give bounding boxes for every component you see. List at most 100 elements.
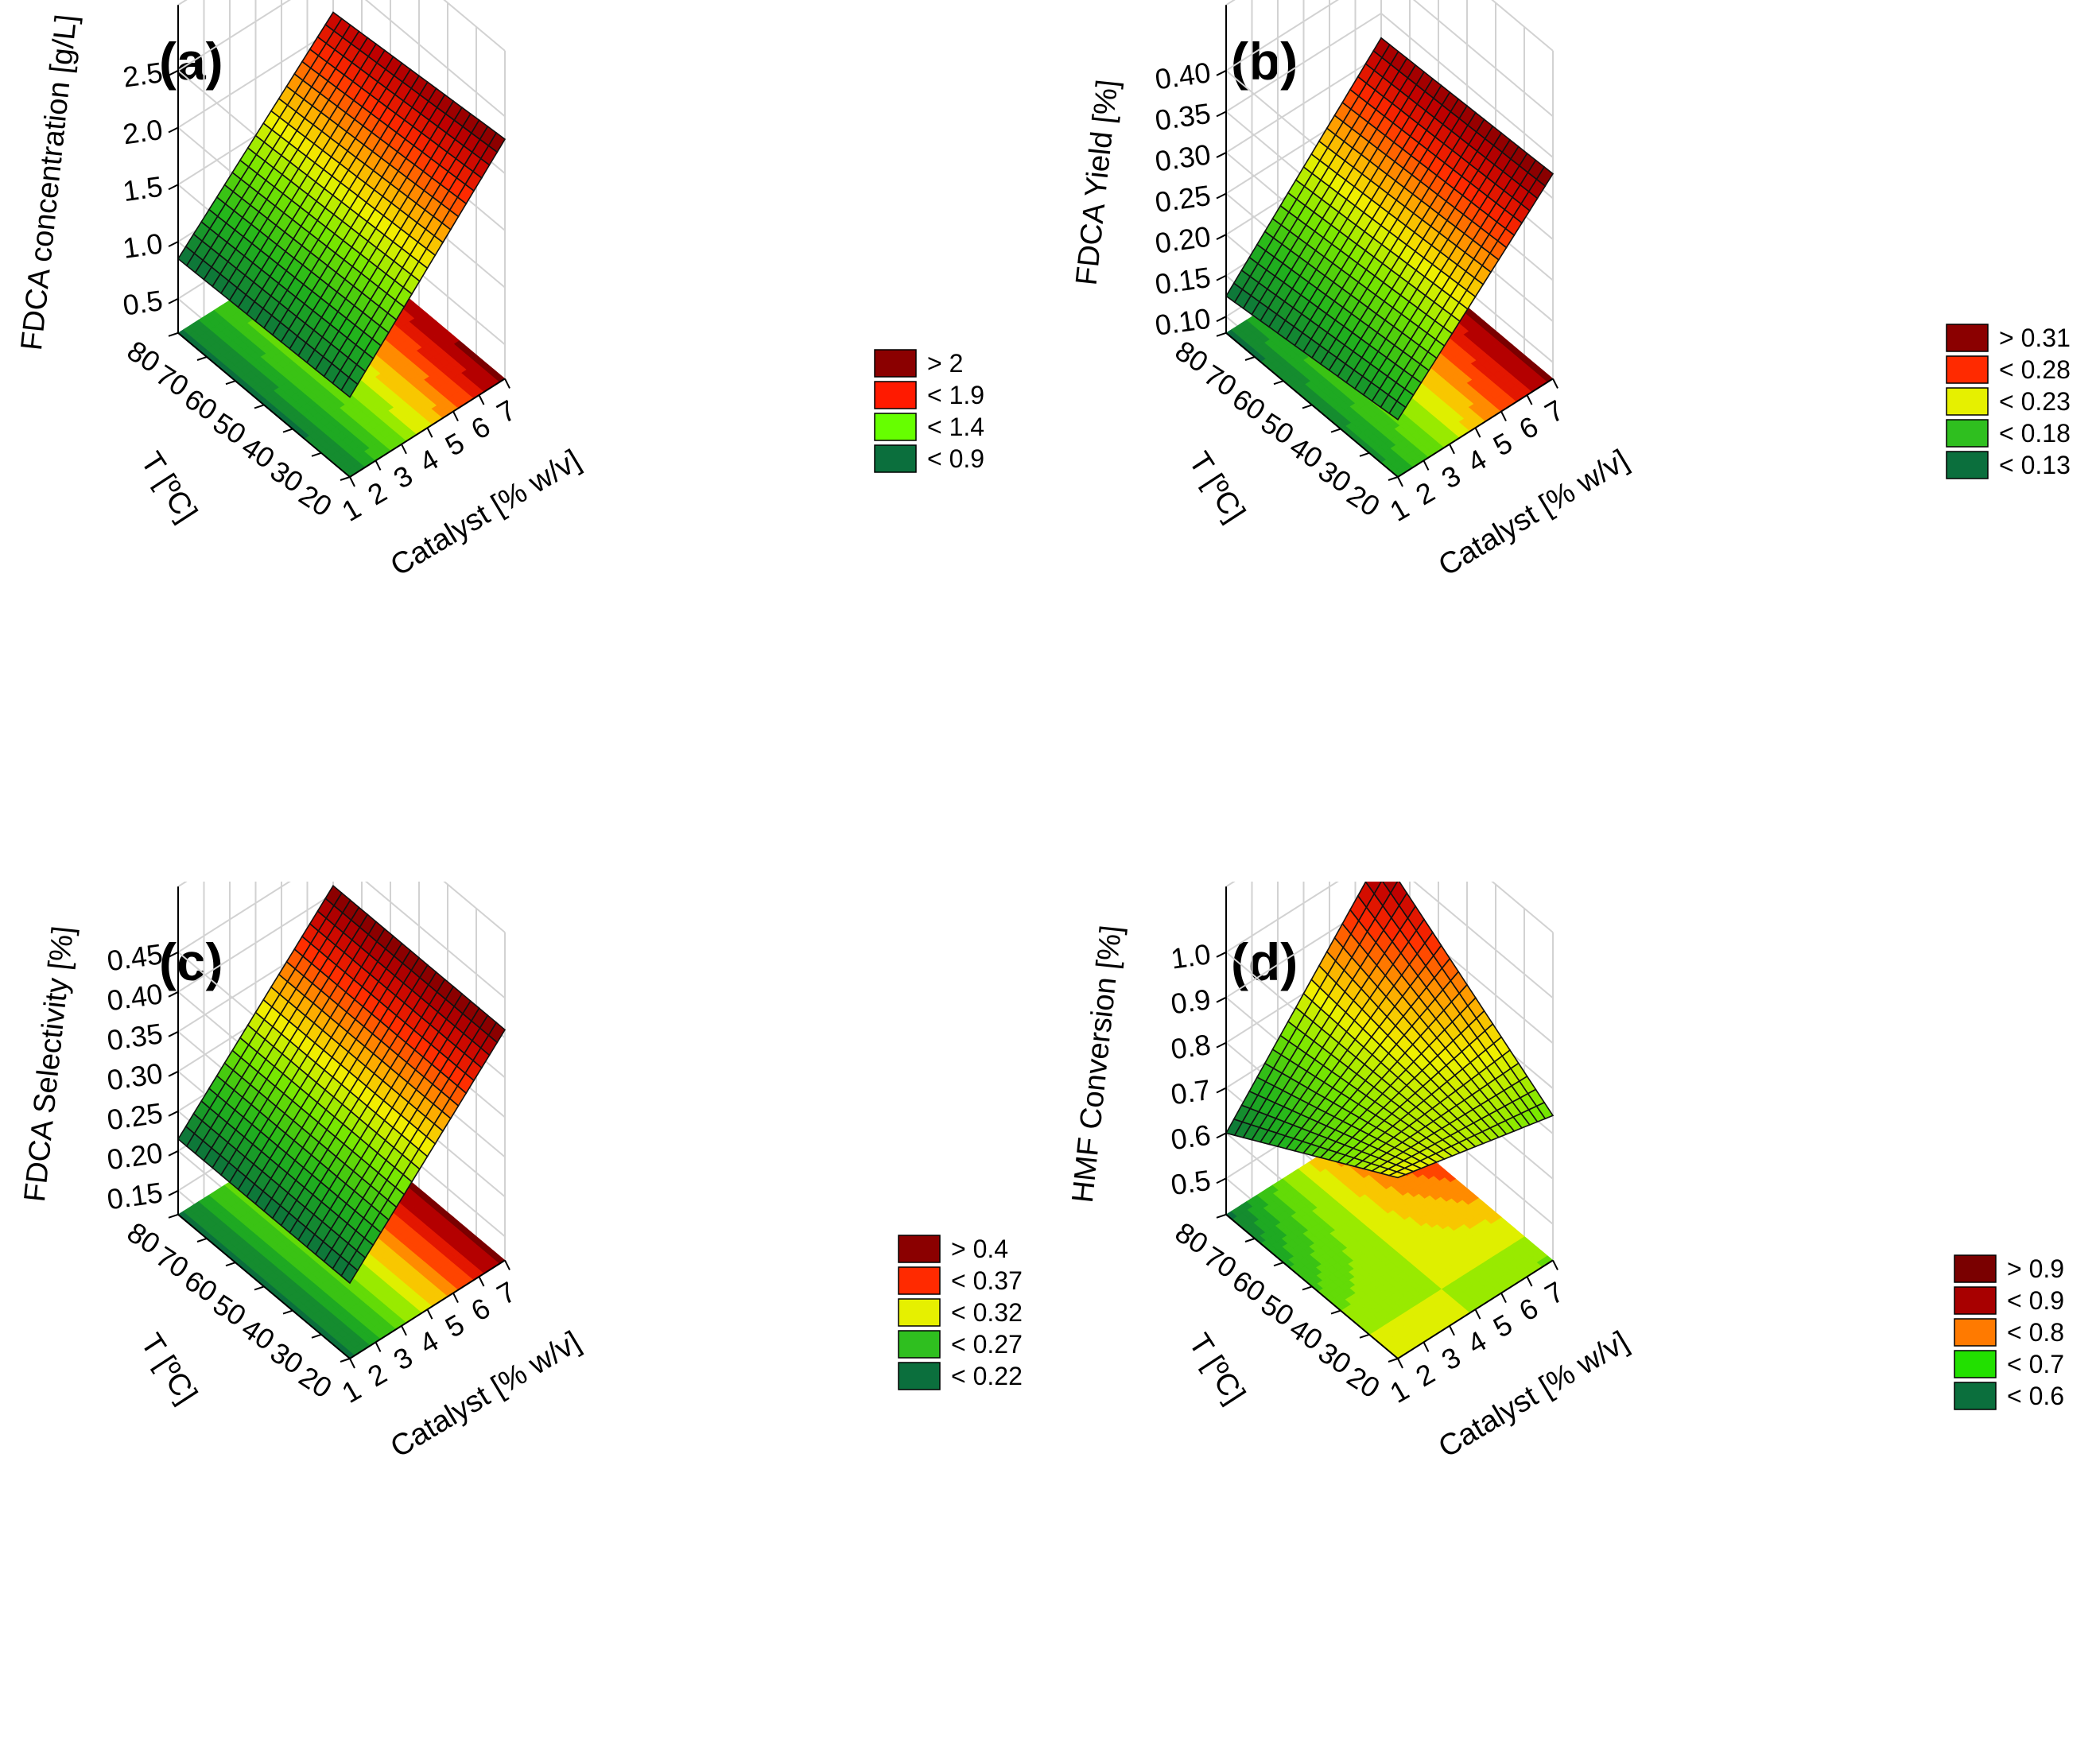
x-tick bbox=[375, 459, 382, 471]
x-tick-label: 3 bbox=[1436, 459, 1466, 495]
legend-label: < 0.37 bbox=[951, 1266, 1023, 1295]
legend-label: < 0.23 bbox=[1999, 387, 2071, 416]
legend-label: < 0.28 bbox=[1999, 355, 2071, 384]
y-tick bbox=[282, 428, 293, 433]
z-tick bbox=[1216, 316, 1227, 323]
x-tick-label: 7 bbox=[491, 394, 522, 430]
legend: > 0.31< 0.28< 0.23< 0.18< 0.13 bbox=[1946, 324, 2071, 479]
x-tick bbox=[349, 476, 355, 487]
grid-line bbox=[177, 0, 506, 52]
x-tick bbox=[1526, 394, 1533, 405]
surface bbox=[177, 11, 507, 398]
z-axis-label: HMF Conversion [%] bbox=[1066, 924, 1128, 1204]
z-tick bbox=[168, 126, 179, 134]
x-tick-label: 5 bbox=[1488, 426, 1518, 463]
y-tick bbox=[1330, 428, 1341, 433]
z-tick-label: 0.30 bbox=[1153, 138, 1213, 177]
z-tick bbox=[168, 297, 179, 304]
x-axis-label: Catalyst [% w/v] bbox=[385, 444, 586, 583]
x-tick-label: 5 bbox=[440, 1308, 470, 1344]
x-tick-label: 1 bbox=[336, 1373, 367, 1409]
z-tick-label: 0.15 bbox=[1153, 261, 1213, 300]
panel-a: (a) FDCA concentration [g/L] Catalyst [%… bbox=[0, 0, 1048, 882]
z-axis-label: FDCA Selectivity [%] bbox=[18, 925, 80, 1204]
x-tick-label: 6 bbox=[1513, 409, 1543, 446]
legend-swatch bbox=[874, 381, 917, 409]
surface-cell bbox=[487, 131, 507, 153]
z-tick-label: 0.35 bbox=[105, 1017, 165, 1056]
legend-swatch bbox=[874, 413, 917, 441]
z-tick bbox=[168, 951, 179, 958]
x-tick bbox=[1397, 476, 1403, 487]
y-tick bbox=[1216, 331, 1227, 337]
x-tick-label: 7 bbox=[1539, 394, 1570, 430]
plot-area: 1234567203040506070800.150.200.250.300.3… bbox=[105, 882, 1023, 1409]
x-tick-label: 2 bbox=[362, 475, 392, 512]
z-tick bbox=[1216, 192, 1227, 200]
legend-label: < 0.32 bbox=[951, 1298, 1023, 1327]
z-tick-label: 2.0 bbox=[121, 113, 165, 151]
x-axis-label: Catalyst [% w/v] bbox=[385, 1325, 586, 1464]
z-ticks: 0.100.150.200.250.300.350.40 bbox=[1153, 56, 1227, 342]
z-tick-label: 0.20 bbox=[1153, 219, 1213, 259]
z-tick bbox=[1216, 152, 1227, 158]
plot-area: 1234567203040506070800.100.150.200.250.3… bbox=[1153, 0, 2071, 528]
surface bbox=[177, 884, 507, 1285]
legend-swatch bbox=[874, 349, 917, 378]
y-axis-label: T [ºC] bbox=[1182, 446, 1251, 528]
x-tick bbox=[1423, 459, 1430, 471]
legend-swatch bbox=[1946, 355, 1989, 384]
y-tick bbox=[1388, 476, 1399, 481]
legend-label: > 0.4 bbox=[951, 1235, 1008, 1263]
x-tick-label: 4 bbox=[1461, 443, 1492, 479]
x-tick-label: 4 bbox=[413, 1324, 444, 1361]
z-ticks: 0.150.200.250.300.350.400.45 bbox=[105, 937, 179, 1215]
y-tick bbox=[1244, 356, 1256, 361]
legend-label: > 2 bbox=[927, 349, 963, 378]
surface bbox=[1225, 37, 1555, 421]
legend-label: < 1.4 bbox=[927, 413, 984, 441]
y-axis-label: T [ºC] bbox=[134, 446, 203, 528]
x-tick-label: 3 bbox=[388, 459, 418, 495]
x-axis-label: Catalyst [% w/v] bbox=[1433, 1325, 1634, 1464]
z-axis-label: FDCA Yield [%] bbox=[1070, 78, 1125, 287]
z-tick bbox=[1216, 274, 1227, 281]
legend-swatch bbox=[898, 1330, 941, 1359]
legend-swatch bbox=[1946, 419, 1989, 448]
x-axis-label: Catalyst [% w/v] bbox=[1433, 444, 1634, 583]
x-tick-label: 6 bbox=[465, 1291, 495, 1328]
legend-label: < 0.27 bbox=[951, 1330, 1023, 1359]
z-axis-label: FDCA concentration [g/L] bbox=[15, 13, 83, 352]
z-tick-label: 0.40 bbox=[1153, 56, 1213, 95]
z-tick-label: 0.45 bbox=[105, 937, 165, 977]
chart-a: (a) FDCA concentration [g/L] Catalyst [%… bbox=[15, 0, 984, 583]
z-tick-label: 0.35 bbox=[1153, 97, 1213, 137]
z-tick-label: 1.5 bbox=[121, 170, 165, 208]
z-tick-label: 1.0 bbox=[121, 227, 165, 265]
chart-d: (d) HMF Conversion [%] Catalyst [% w/v] … bbox=[1066, 882, 2064, 1464]
z-tick bbox=[168, 241, 179, 247]
legend-swatch bbox=[898, 1362, 941, 1390]
panel-b: (b) FDCA Yield [%] Catalyst [% w/v] T [º… bbox=[1048, 0, 2096, 882]
legend: > 0.4< 0.37< 0.32< 0.27< 0.22 bbox=[898, 1235, 1023, 1390]
z-tick-label: 0.15 bbox=[105, 1176, 165, 1215]
y-axis-label: T [ºC] bbox=[1182, 1328, 1251, 1409]
legend: > 2< 1.9< 1.4< 0.9 bbox=[874, 349, 984, 473]
legend-swatch bbox=[898, 1266, 941, 1295]
z-tick-label: 0.20 bbox=[105, 1136, 165, 1176]
plot-area: 1234567203040506070800.50.60.70.80.91.0>… bbox=[1169, 882, 2064, 1410]
panel-label: (d) bbox=[1231, 932, 1298, 991]
x-tick bbox=[504, 1259, 510, 1270]
legend-swatch bbox=[898, 1298, 941, 1327]
z-tick-label: 0.25 bbox=[105, 1096, 165, 1136]
z-tick-label: 0.40 bbox=[105, 977, 165, 1017]
panel-d: (d) HMF Conversion [%] Catalyst [% w/v] … bbox=[1048, 882, 2096, 1763]
x-tick-label: 3 bbox=[388, 1340, 418, 1377]
y-tick bbox=[196, 356, 208, 361]
z-tick bbox=[1216, 69, 1227, 76]
contour-floor bbox=[1225, 1115, 1554, 1359]
x-tick bbox=[452, 411, 459, 422]
x-tick bbox=[478, 1276, 485, 1287]
z-tick bbox=[1216, 234, 1227, 240]
